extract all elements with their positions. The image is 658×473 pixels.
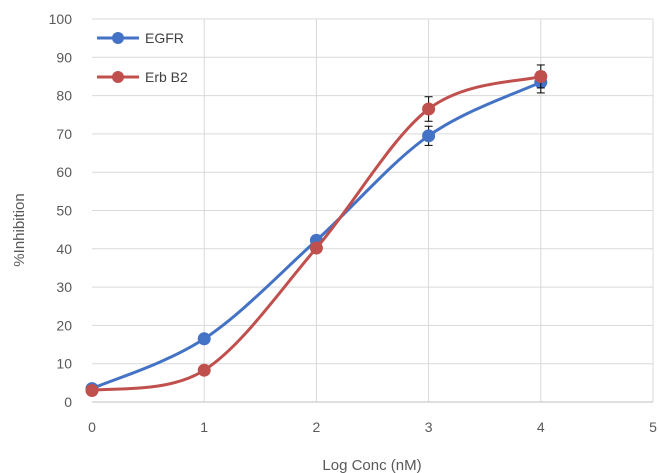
y-tick-label: 30 <box>56 279 72 295</box>
y-tick-label: 20 <box>56 317 72 333</box>
y-tick-labels: 0 10 20 30 40 50 60 70 80 90 100 <box>49 11 73 410</box>
legend-label: Erb B2 <box>145 69 188 85</box>
y-tick-label: 50 <box>56 203 72 219</box>
legend-swatch-marker <box>112 71 124 83</box>
data-point <box>534 69 548 83</box>
y-tick-label: 60 <box>56 164 72 180</box>
y-axis-title: %Inhibition <box>11 193 28 266</box>
legend-item: EGFR <box>97 30 184 46</box>
data-point <box>85 384 99 398</box>
data-point <box>197 332 211 346</box>
y-tick-label: 100 <box>49 11 73 27</box>
x-axis-title: Log Conc (nM) <box>322 457 421 473</box>
data-point <box>197 363 211 377</box>
x-tick-label: 3 <box>425 419 433 435</box>
x-tick-label: 1 <box>200 419 208 435</box>
legend: EGFR Erb B2 <box>97 30 188 85</box>
data-point <box>309 241 323 255</box>
y-tick-label: 90 <box>56 49 72 65</box>
y-tick-label: 80 <box>56 88 72 104</box>
x-tick-label: 0 <box>88 419 96 435</box>
y-tick-label: 0 <box>64 394 72 410</box>
x-tick-label: 2 <box>313 419 321 435</box>
series-1 <box>85 64 548 398</box>
y-tick-label: 40 <box>56 241 72 257</box>
x-tick-labels: 0 1 2 3 4 5 <box>88 419 657 435</box>
legend-item: Erb B2 <box>97 69 188 85</box>
legend-label: EGFR <box>145 30 184 46</box>
data-point <box>422 102 436 116</box>
series-layer <box>85 64 548 398</box>
data-point <box>422 129 436 143</box>
y-tick-label: 10 <box>56 356 72 372</box>
x-tick-label: 4 <box>537 419 545 435</box>
y-tick-label: 70 <box>56 126 72 142</box>
legend-swatch-marker <box>112 32 124 44</box>
x-tick-label: 5 <box>649 419 657 435</box>
